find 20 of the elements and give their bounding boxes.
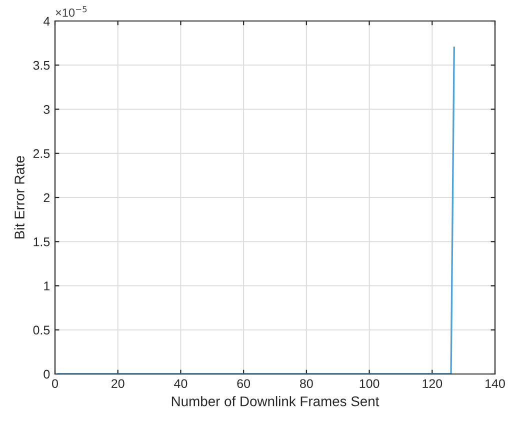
x-tick-label: 0 xyxy=(52,379,58,388)
y-tick-label: 3.5 xyxy=(33,60,50,70)
x-tick-label: 100 xyxy=(360,379,380,388)
y-tick-label: 3 xyxy=(44,105,50,114)
x-tick-label: 20 xyxy=(112,379,124,388)
y-tick-label: 2 xyxy=(44,193,50,202)
y-tick-label: 4 xyxy=(43,16,50,26)
x-tick-label: 60 xyxy=(237,379,250,388)
x-tick-label: 40 xyxy=(174,379,188,388)
x-axis-title: Number of Downlink Frames Sent xyxy=(172,396,380,406)
x-tick-label: 80 xyxy=(300,379,313,388)
y-tick-label: 2.5 xyxy=(33,149,50,158)
x-tick-label: 140 xyxy=(486,379,505,388)
y-tick-label: 1 xyxy=(44,282,50,290)
y-tick-label: 0.5 xyxy=(33,326,50,335)
y-tick-label: 1.5 xyxy=(34,238,50,246)
text: ×10$^{−5}$ xyxy=(56,6,87,17)
y-tick-label: 0 xyxy=(44,370,50,379)
x-tick-label: 120 xyxy=(422,379,442,388)
y-axis-title: Bit Error Rate xyxy=(14,156,24,238)
